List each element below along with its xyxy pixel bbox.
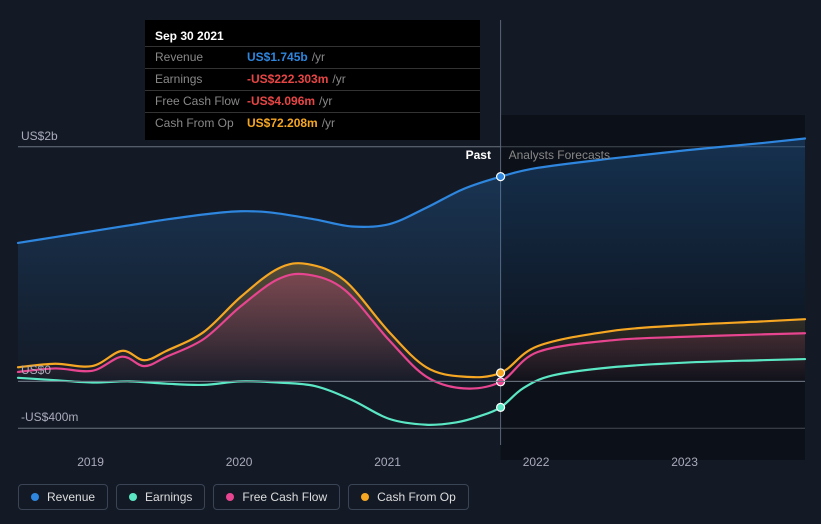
tooltip-row-value: -US$4.096m [247, 93, 315, 110]
x-axis-label: 2022 [523, 455, 550, 469]
legend-label: Free Cash Flow [242, 490, 327, 504]
legend-label: Revenue [47, 490, 95, 504]
tooltip-row: Earnings-US$222.303m/yr [145, 68, 480, 90]
legend-label: Cash From Op [377, 490, 456, 504]
legend-dot-icon [226, 493, 234, 501]
legend-item[interactable]: Cash From Op [348, 484, 469, 510]
tooltip-row-value: US$1.745b [247, 49, 308, 66]
legend-dot-icon [31, 493, 39, 501]
legend-item[interactable]: Revenue [18, 484, 108, 510]
tooltip-row-value: -US$222.303m [247, 71, 328, 88]
tooltip-row-unit: /yr [332, 71, 345, 88]
region-forecast-label: Analysts Forecasts [509, 148, 610, 162]
x-axis-label: 2023 [671, 455, 698, 469]
y-axis-label: US$2b [21, 129, 58, 143]
legend-dot-icon [361, 493, 369, 501]
tooltip-row: RevenueUS$1.745b/yr [145, 46, 480, 68]
y-axis-label: US$0 [21, 363, 51, 377]
tooltip-row-unit: /yr [319, 93, 332, 110]
tooltip-date: Sep 30 2021 [145, 26, 480, 46]
legend-label: Earnings [145, 490, 192, 504]
tooltip-row-label: Cash From Op [155, 115, 247, 132]
region-past-label: Past [466, 148, 491, 162]
x-axis-label: 2021 [374, 455, 401, 469]
chart-legend: Revenue Earnings Free Cash Flow Cash From O… [18, 484, 469, 510]
legend-item[interactable]: Earnings [116, 484, 205, 510]
legend-item[interactable]: Free Cash Flow [213, 484, 340, 510]
legend-dot-icon [129, 493, 137, 501]
tooltip-row: Cash From OpUS$72.208m/yr [145, 112, 480, 134]
tooltip-row-unit: /yr [312, 49, 325, 66]
chart-tooltip: Sep 30 2021 RevenueUS$1.745b/yrEarnings-… [145, 20, 480, 140]
tooltip-row-label: Free Cash Flow [155, 93, 247, 110]
tooltip-row-value: US$72.208m [247, 115, 318, 132]
tooltip-row-label: Revenue [155, 49, 247, 66]
x-axis-label: 2020 [226, 455, 253, 469]
y-axis-label: -US$400m [21, 410, 78, 424]
tooltip-row-unit: /yr [322, 115, 335, 132]
x-axis-label: 2019 [77, 455, 104, 469]
tooltip-row: Free Cash Flow-US$4.096m/yr [145, 90, 480, 112]
tooltip-row-label: Earnings [155, 71, 247, 88]
